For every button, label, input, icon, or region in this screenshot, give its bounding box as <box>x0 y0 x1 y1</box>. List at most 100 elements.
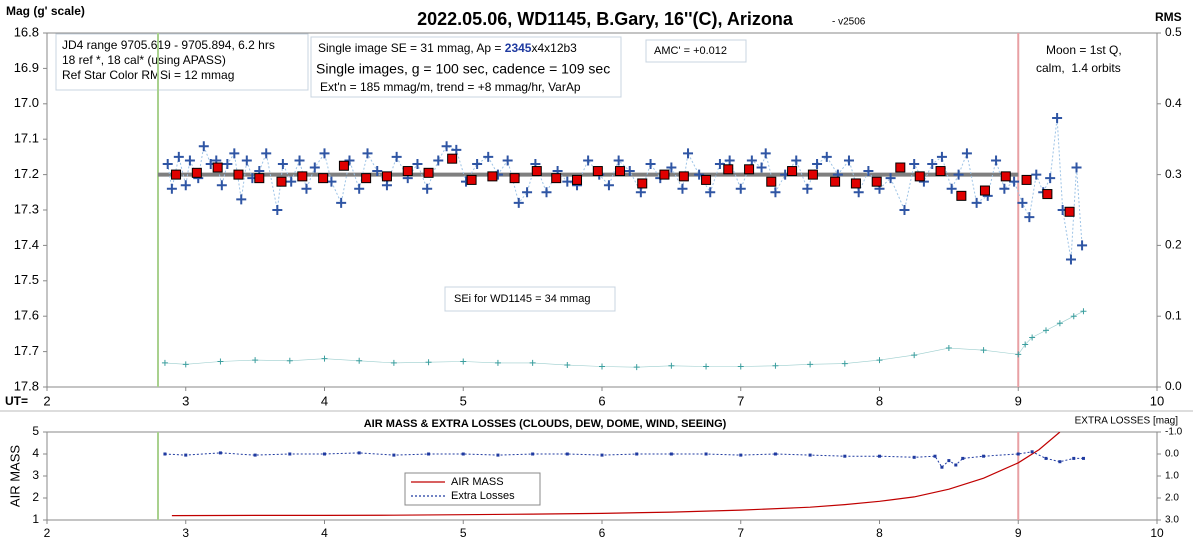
annotation: Moon = 1st Q, <box>1046 43 1122 57</box>
data-point <box>1009 176 1020 187</box>
data-point <box>184 453 188 457</box>
binned-point <box>637 178 648 189</box>
binned-point <box>212 162 223 173</box>
y-tick-label: 1 <box>32 512 39 526</box>
data-point <box>222 158 233 169</box>
y2-tick-label: 0.0 <box>1165 449 1179 460</box>
data-point <box>909 158 920 169</box>
y2-tick-label: 2.0 <box>1165 493 1179 504</box>
data-point <box>940 465 944 469</box>
data-point <box>735 183 746 194</box>
rms-point <box>494 359 501 366</box>
binned-point <box>1042 189 1053 200</box>
data-point <box>531 452 535 456</box>
binned-point <box>850 178 861 189</box>
rms-point <box>876 357 883 364</box>
data-point <box>756 162 767 173</box>
data-point <box>272 205 283 215</box>
data-point <box>843 155 854 166</box>
data-point <box>677 183 688 194</box>
binned-point <box>361 173 372 184</box>
rms-point <box>737 363 744 370</box>
data-point <box>1024 212 1035 223</box>
data-point <box>1052 112 1063 123</box>
binned-point <box>935 166 946 177</box>
binned-point <box>678 171 689 182</box>
y2-tick-label: 0.3 <box>1165 167 1182 181</box>
data-point <box>694 169 705 180</box>
data-point <box>483 151 494 162</box>
data-point <box>392 453 396 457</box>
data-point <box>971 197 982 208</box>
data-point <box>1031 169 1042 180</box>
binned-point <box>766 176 777 187</box>
rms-point <box>1056 320 1063 327</box>
y2-tick-label: 0.4 <box>1165 96 1182 110</box>
data-point <box>166 183 177 194</box>
legend <box>404 472 541 506</box>
binned-point <box>171 169 182 180</box>
annotation: Ref Star Color RMSi = 12 mmag <box>62 68 234 82</box>
data-point <box>565 452 569 456</box>
series-line <box>164 310 1084 368</box>
rms-point <box>252 357 259 364</box>
data-point <box>381 180 392 191</box>
rms-point <box>182 361 189 368</box>
data-point <box>513 197 524 208</box>
rms-point <box>703 363 710 370</box>
data-point <box>216 180 227 191</box>
data-point <box>502 155 513 166</box>
data-point <box>991 155 1002 166</box>
binned-point <box>787 166 798 177</box>
data-point <box>773 452 777 456</box>
x-tick-label: 3 <box>182 526 189 540</box>
data-point <box>683 148 694 159</box>
plot-area <box>158 112 1088 371</box>
data-point <box>301 183 312 194</box>
y2-tick-label: 0.2 <box>1165 238 1182 252</box>
data-point <box>613 155 624 166</box>
data-point <box>878 454 881 458</box>
data-point <box>229 148 240 159</box>
data-point <box>600 453 604 457</box>
data-point <box>1077 240 1088 251</box>
rms-point <box>599 363 605 370</box>
data-point <box>261 148 272 159</box>
x-tick-label: 8 <box>876 526 883 540</box>
data-point <box>427 452 431 456</box>
data-point <box>802 183 813 194</box>
binned-point <box>1021 174 1032 185</box>
data-point <box>954 463 958 467</box>
data-point <box>236 194 247 205</box>
binned-point <box>338 160 349 171</box>
rms-point <box>286 357 293 364</box>
data-point <box>812 158 823 169</box>
x-tick-label: 5 <box>460 393 467 408</box>
y2-tick-label: -1.0 <box>1165 427 1183 438</box>
data-point <box>241 155 252 166</box>
x-tick-label: 4 <box>321 526 328 540</box>
data-point <box>286 176 297 187</box>
data-point <box>422 183 433 194</box>
y-tick-label: 17.0 <box>14 95 39 110</box>
annotation: Single image SE = 31 mmag, Ap = 2345x4x1… <box>318 41 577 55</box>
data-point <box>472 158 483 169</box>
data-point <box>583 155 594 166</box>
data-point <box>541 187 552 198</box>
y-tick-label: 3 <box>32 468 39 482</box>
annotation: AMC' = +0.012 <box>654 45 727 57</box>
binned-point <box>531 166 542 177</box>
rms-point <box>772 362 779 369</box>
y-tick-label: 17.5 <box>14 272 39 287</box>
data-point <box>1030 450 1034 454</box>
data-point <box>1081 456 1085 460</box>
binned-point <box>659 169 670 180</box>
x-tick-label: 9 <box>1015 393 1022 408</box>
data-point <box>451 144 462 155</box>
info-box <box>645 39 747 63</box>
data-point <box>899 205 910 215</box>
data-point <box>198 141 209 152</box>
binned-point <box>572 174 583 185</box>
data-point <box>808 453 812 457</box>
y-tick-label: 17.4 <box>14 237 39 252</box>
